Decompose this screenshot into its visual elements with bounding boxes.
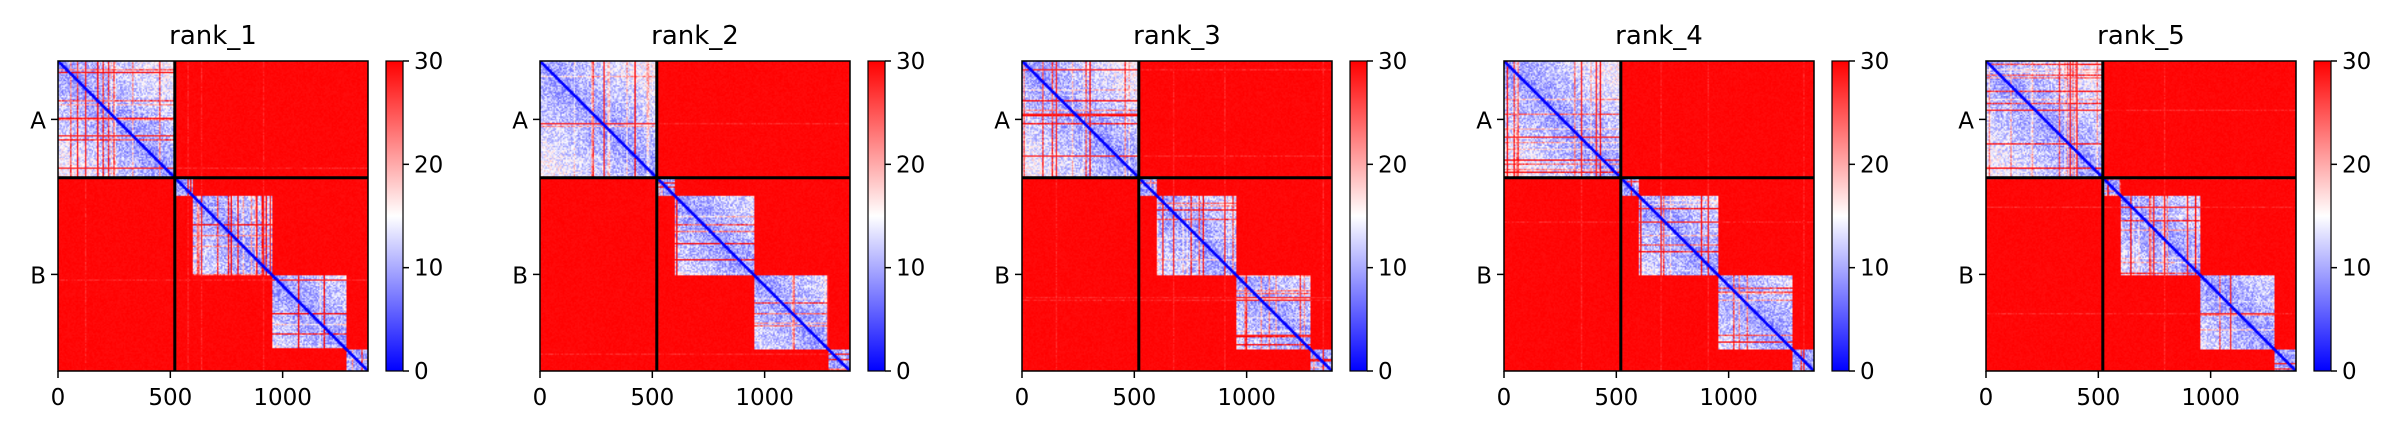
y-tick-label: B bbox=[512, 263, 528, 289]
colorbar-tick-label: 20 bbox=[414, 152, 443, 178]
colorbar-tick-label: 10 bbox=[414, 256, 443, 282]
plot-frame bbox=[539, 60, 851, 372]
heatmap-panel-4: rank_4 A B 0 500 1000 0 10 20 30 bbox=[1476, 21, 1889, 411]
heatmap-panel-5: rank_5 A B 0 500 1000 0 10 20 30 bbox=[1958, 21, 2371, 411]
y-tick-label: A bbox=[512, 108, 528, 134]
x-tick-label: 0 bbox=[1015, 385, 1030, 411]
colorbar-tick-label: 30 bbox=[1860, 49, 1889, 75]
colorbar-tick-label: 20 bbox=[2342, 152, 2371, 178]
colorbar-tick-label: 20 bbox=[1860, 152, 1889, 178]
panel-title: rank_1 bbox=[169, 21, 257, 51]
colorbar-tick-label: 10 bbox=[2342, 256, 2371, 282]
colorbar-tick-label: 0 bbox=[2342, 359, 2357, 385]
y-tick-label: B bbox=[30, 263, 46, 289]
x-tick-label: 0 bbox=[51, 385, 66, 411]
colorbar-tick-label: 30 bbox=[2342, 49, 2371, 75]
plot-frame bbox=[1021, 60, 1333, 372]
y-tick-label: A bbox=[1476, 108, 1492, 134]
colorbar-tick-label: 20 bbox=[1378, 152, 1407, 178]
colorbar-tick-label: 30 bbox=[896, 49, 925, 75]
y-tick-label: A bbox=[1958, 108, 1974, 134]
x-tick-label: 1000 bbox=[2181, 385, 2240, 411]
colorbar bbox=[1831, 60, 1850, 372]
colorbar bbox=[385, 60, 404, 372]
colorbar bbox=[1349, 60, 1368, 372]
y-tick-label: B bbox=[1958, 263, 1974, 289]
plot-frame bbox=[57, 60, 369, 372]
plot-frame bbox=[1985, 60, 2297, 372]
y-tick-label: B bbox=[1476, 263, 1492, 289]
y-tick-label: A bbox=[30, 108, 46, 134]
colorbar-tick-label: 10 bbox=[1860, 256, 1889, 282]
heatmap-panel-2: rank_2 A B 0 500 1000 0 10 20 30 bbox=[512, 21, 925, 411]
colorbar-tick-label: 10 bbox=[1378, 256, 1407, 282]
colorbar-tick-label: 0 bbox=[1378, 359, 1393, 385]
pae-heatmap-image bbox=[1986, 61, 2296, 371]
x-tick-label: 1000 bbox=[1217, 385, 1276, 411]
colorbar-tick-label: 20 bbox=[896, 152, 925, 178]
x-tick-label: 1000 bbox=[253, 385, 312, 411]
colorbar-tick-label: 10 bbox=[896, 256, 925, 282]
colorbar-tick-label: 0 bbox=[414, 359, 429, 385]
y-tick-label: A bbox=[994, 108, 1010, 134]
panel-title: rank_3 bbox=[1133, 21, 1221, 51]
heatmap-panel-3: rank_3 A B 0 500 1000 0 10 20 30 bbox=[994, 21, 1407, 411]
pae-heatmap-image bbox=[1504, 61, 1814, 371]
y-tick-label: B bbox=[994, 263, 1010, 289]
x-tick-label: 500 bbox=[148, 385, 192, 411]
colorbar bbox=[2313, 60, 2332, 372]
panel-title: rank_4 bbox=[1615, 21, 1703, 51]
colorbar-tick-label: 0 bbox=[896, 359, 911, 385]
x-tick-label: 0 bbox=[1497, 385, 1512, 411]
pae-heatmap-image bbox=[1022, 61, 1332, 371]
heatmap-panel-1: rank_1 A B 0 500 1000 0 10 20 30 bbox=[30, 21, 443, 411]
panel-title: rank_5 bbox=[2097, 21, 2185, 51]
panel-title: rank_2 bbox=[651, 21, 739, 51]
colorbar-tick-label: 30 bbox=[414, 49, 443, 75]
x-tick-label: 500 bbox=[1594, 385, 1638, 411]
pae-heatmap-image bbox=[540, 61, 850, 371]
x-tick-label: 1000 bbox=[1699, 385, 1758, 411]
x-tick-label: 500 bbox=[2076, 385, 2120, 411]
x-tick-label: 0 bbox=[533, 385, 548, 411]
colorbar-tick-label: 0 bbox=[1860, 359, 1875, 385]
plot-frame bbox=[1503, 60, 1815, 372]
pae-heatmap-image bbox=[58, 61, 368, 371]
x-tick-label: 500 bbox=[1112, 385, 1156, 411]
colorbar bbox=[867, 60, 886, 372]
x-tick-label: 0 bbox=[1979, 385, 1994, 411]
x-tick-label: 500 bbox=[630, 385, 674, 411]
colorbar-tick-label: 30 bbox=[1378, 49, 1407, 75]
x-tick-label: 1000 bbox=[735, 385, 794, 411]
